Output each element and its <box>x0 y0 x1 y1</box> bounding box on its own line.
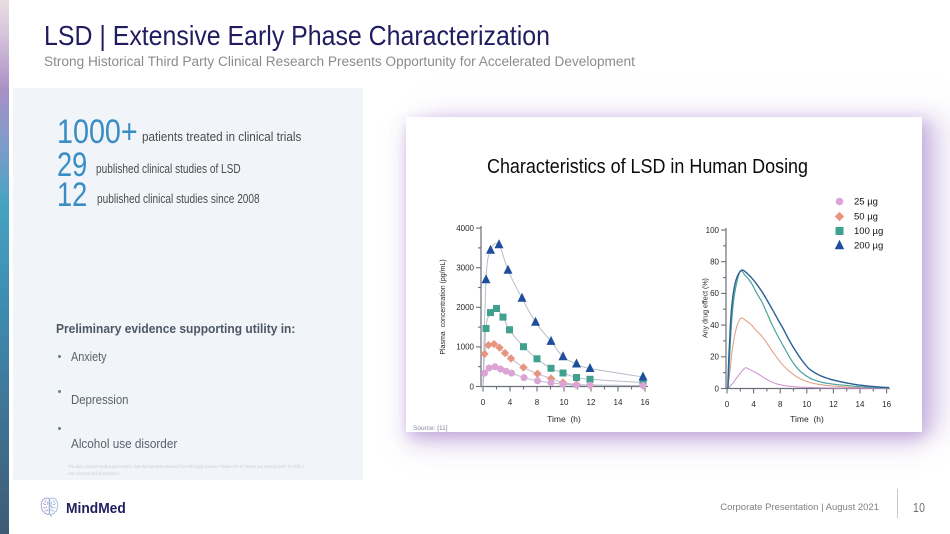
svg-text:100: 100 <box>706 226 720 235</box>
svg-text:8: 8 <box>535 398 540 407</box>
svg-text:0: 0 <box>481 398 486 407</box>
svg-text:25 µg: 25 µg <box>854 197 878 208</box>
svg-text:Plasma concentration (pg/mL): Plasma concentration (pg/mL) <box>440 259 447 354</box>
svg-text:4: 4 <box>751 400 756 409</box>
svg-text:10: 10 <box>560 398 569 407</box>
svg-text:50 µg: 50 µg <box>854 212 878 223</box>
svg-text:80: 80 <box>710 258 719 267</box>
svg-text:200 µg: 200 µg <box>854 241 883 252</box>
svg-text:Any drug effect (%): Any drug effect (%) <box>703 278 710 338</box>
svg-text:2000: 2000 <box>456 303 474 312</box>
svg-text:10: 10 <box>802 400 811 409</box>
svg-text:0: 0 <box>715 384 720 393</box>
svg-text:Time (h): Time (h) <box>790 414 824 424</box>
svg-text:14: 14 <box>856 400 865 409</box>
svg-text:12: 12 <box>587 398 596 407</box>
svg-text:16: 16 <box>641 398 650 407</box>
svg-text:8: 8 <box>778 400 783 409</box>
svg-text:14: 14 <box>614 398 623 407</box>
svg-text:16: 16 <box>882 400 891 409</box>
svg-text:60: 60 <box>710 289 719 298</box>
svg-text:4000: 4000 <box>456 224 474 233</box>
svg-text:0: 0 <box>470 382 475 391</box>
svg-text:20: 20 <box>710 353 719 362</box>
svg-text:40: 40 <box>710 321 719 330</box>
svg-text:3000: 3000 <box>456 264 474 273</box>
svg-text:4: 4 <box>508 398 513 407</box>
svg-text:0: 0 <box>725 400 730 409</box>
svg-text:100 µg: 100 µg <box>854 226 883 237</box>
svg-text:12: 12 <box>829 400 838 409</box>
svg-text:Time (h): Time (h) <box>547 414 581 424</box>
svg-text:1000: 1000 <box>456 343 474 352</box>
